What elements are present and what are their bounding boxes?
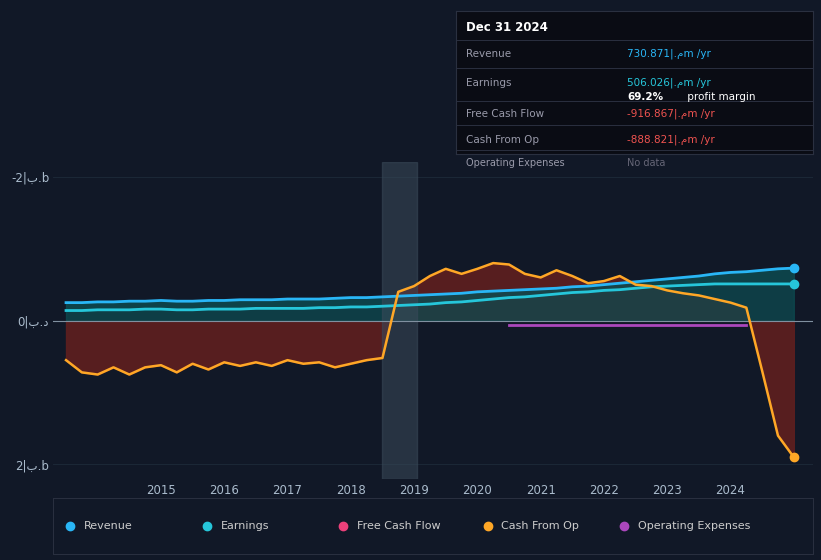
Text: 730.871|.مm /yr: 730.871|.مm /yr xyxy=(627,49,711,59)
Text: Earnings: Earnings xyxy=(466,78,511,87)
Text: No data: No data xyxy=(627,157,666,167)
Text: Free Cash Flow: Free Cash Flow xyxy=(357,521,441,531)
Text: profit margin: profit margin xyxy=(684,92,755,102)
Text: 69.2%: 69.2% xyxy=(627,92,663,102)
Text: Operating Expenses: Operating Expenses xyxy=(638,521,750,531)
Text: -916.867|.مm /yr: -916.867|.مm /yr xyxy=(627,109,715,119)
Text: Dec 31 2024: Dec 31 2024 xyxy=(466,21,548,34)
Text: Free Cash Flow: Free Cash Flow xyxy=(466,109,544,119)
Text: Revenue: Revenue xyxy=(84,521,132,531)
Text: 506.026|.مm /yr: 506.026|.مm /yr xyxy=(627,77,711,88)
Text: Revenue: Revenue xyxy=(466,49,511,59)
Bar xyxy=(383,162,417,479)
Text: Cash From Op: Cash From Op xyxy=(466,135,539,144)
Text: Operating Expenses: Operating Expenses xyxy=(466,157,565,167)
Text: Earnings: Earnings xyxy=(220,521,269,531)
Text: Cash From Op: Cash From Op xyxy=(502,521,580,531)
Text: -888.821|.مm /yr: -888.821|.مm /yr xyxy=(627,134,715,145)
